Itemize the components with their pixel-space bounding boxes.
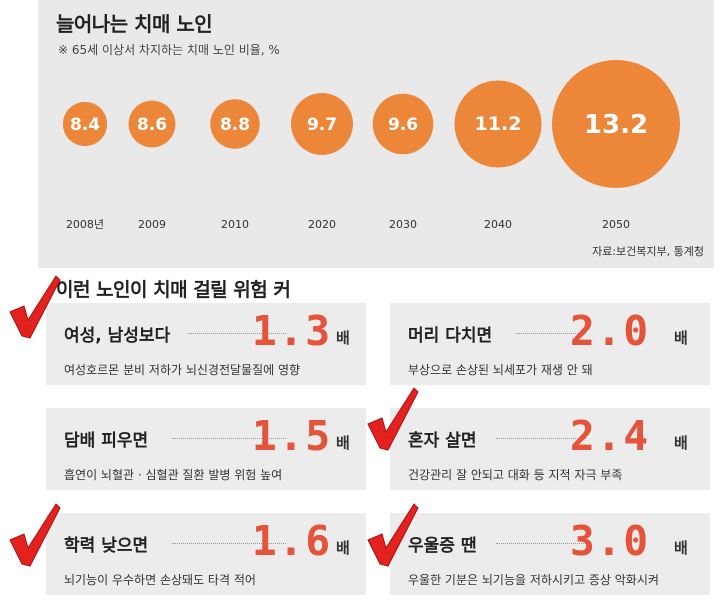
- year-label: 2009: [138, 218, 166, 231]
- risk-card-smoking: 담배 피우면 1.5 배 흡연이 뇌혈관 · 심혈관 질환 발병 위험 높여: [46, 408, 366, 490]
- risk-card-unit: 배: [674, 434, 688, 452]
- check-icon: [9, 503, 61, 567]
- risk-card-unit: 배: [674, 329, 688, 347]
- check-icon: [367, 387, 419, 451]
- year-label: 2050: [602, 218, 630, 231]
- risk-card-desc: 여성호르몬 분비 저하가 뇌신경전달물질에 영향: [64, 363, 301, 377]
- dotted-leader: [188, 333, 286, 334]
- year-label: 2010: [221, 218, 249, 231]
- bubble: [372, 93, 434, 155]
- check-icon: [367, 503, 419, 567]
- bubble-value-label: 9.6: [388, 115, 418, 135]
- year-label: 2030: [389, 218, 417, 231]
- risk-card-value: 1.6: [252, 517, 333, 565]
- risk-card-value: 2.4: [570, 412, 651, 460]
- risk-card-value: 1.3: [252, 307, 333, 355]
- risk-card-desc: 우울한 기분은 뇌기능을 저하시키고 증상 악화시켜: [408, 573, 659, 587]
- risk-card-female: 여성, 남성보다 1.3 배 여성호르몬 분비 저하가 뇌신경전달물질에 영향: [46, 303, 366, 385]
- risk-card-desc: 건강관리 잘 안되고 대화 등 지적 자극 부족: [408, 468, 623, 482]
- risk-card-value: 1.5: [252, 412, 333, 460]
- dotted-leader: [172, 438, 286, 439]
- risk-section-title: 이런 노인이 치매 걸릴 위험 커: [56, 279, 291, 301]
- check-icon: [9, 275, 61, 339]
- year-label: 2040: [484, 218, 512, 231]
- dotted-leader: [496, 438, 586, 439]
- bubble: [552, 60, 680, 188]
- risk-card-head-injury: 머리 다치면 2.0 배 부상으로 손상된 뇌세포가 재생 안 돼: [390, 303, 710, 385]
- bubble: [62, 101, 108, 147]
- bubble-value-label: 8.6: [137, 115, 167, 135]
- bubble: [454, 80, 542, 168]
- risk-card-living-alone: 혼자 살면 2.4 배 건강관리 잘 안되고 대화 등 지적 자극 부족: [390, 408, 710, 490]
- bubble: [291, 93, 353, 155]
- risk-card-desc: 부상으로 손상된 뇌세포가 재생 안 돼: [408, 363, 593, 377]
- risk-card-unit: 배: [336, 539, 350, 557]
- risk-card-unit: 배: [336, 434, 350, 452]
- risk-card-value: 3.0: [570, 517, 651, 565]
- bubble: [128, 100, 176, 148]
- dotted-leader: [516, 333, 586, 334]
- bubble-chart: 8.4 2008년 8.6 2009 8.8 2010 9.7 2020 9.6 2030 11.2…: [62, 60, 680, 231]
- risk-card-education: 학력 낮으면 1.6 배 뇌기능이 우수하면 손상돼도 타격 적어: [46, 513, 366, 595]
- source-note: 자료:보건복지부, 통계청: [592, 245, 704, 258]
- risk-card-desc: 흡연이 뇌혈관 · 심혈관 질환 발병 위험 높여: [64, 468, 283, 482]
- year-label: 2020: [308, 218, 336, 231]
- risk-card-head: 학력 낮으면: [64, 536, 149, 556]
- risk-card-head: 담배 피우면: [64, 431, 149, 451]
- risk-card-desc: 뇌기능이 우수하면 손상돼도 타격 적어: [64, 573, 256, 587]
- chart-title: 늘어나는 치매 노인: [56, 12, 213, 36]
- bubble-value-label: 8.8: [220, 115, 250, 135]
- risk-card-depression: 우울증 땐 3.0 배 우울한 기분은 뇌기능을 저하시키고 증상 악화시켜: [390, 513, 710, 595]
- dotted-leader: [172, 543, 286, 544]
- risk-card-head: 우울증 땐: [408, 536, 477, 556]
- bubble-value-label: 8.4: [70, 115, 100, 135]
- dotted-leader: [496, 543, 586, 544]
- bubble-value-label: 13.2: [584, 110, 648, 140]
- risk-card-head: 여성, 남성보다: [64, 326, 171, 346]
- risk-card-value: 2.0: [570, 307, 651, 355]
- risk-card-head: 머리 다치면: [408, 326, 493, 346]
- chart-subtitle: ※ 65세 이상서 차지하는 치매 노인 비율, %: [58, 43, 280, 57]
- bubble-value-label: 11.2: [475, 113, 522, 135]
- risk-card-head: 혼자 살면: [408, 431, 477, 451]
- risk-card-unit: 배: [336, 329, 350, 347]
- bubble: [210, 99, 260, 149]
- year-label: 2008년: [66, 218, 104, 231]
- bubble-value-label: 9.7: [307, 115, 337, 135]
- risk-card-unit: 배: [674, 539, 688, 557]
